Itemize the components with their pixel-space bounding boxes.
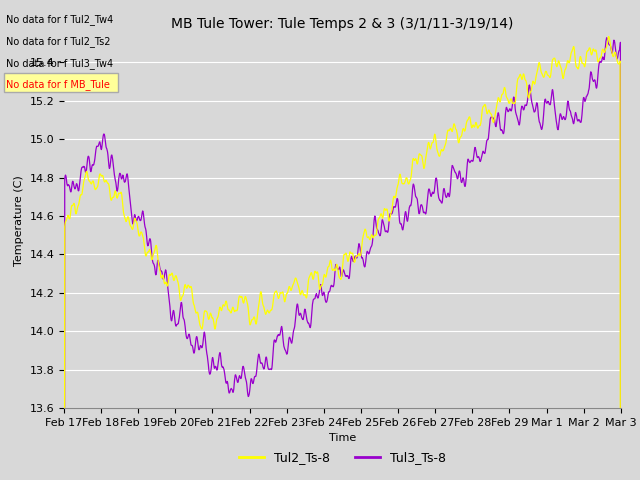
FancyBboxPatch shape — [4, 73, 118, 92]
Text: No data for f Tul2_Ts2: No data for f Tul2_Ts2 — [6, 36, 111, 47]
Text: No data for f MB_Tule: No data for f MB_Tule — [6, 79, 110, 90]
Legend: Tul2_Ts-8, Tul3_Ts-8: Tul2_Ts-8, Tul3_Ts-8 — [234, 446, 451, 469]
Title: MB Tule Tower: Tule Temps 2 & 3 (3/1/11-3/19/14): MB Tule Tower: Tule Temps 2 & 3 (3/1/11-… — [172, 17, 513, 31]
Text: No data for f Tul3_Tw4: No data for f Tul3_Tw4 — [6, 58, 113, 69]
X-axis label: Time: Time — [329, 433, 356, 443]
Y-axis label: Temperature (C): Temperature (C) — [14, 175, 24, 266]
Text: No data for f Tul2_Tw4: No data for f Tul2_Tw4 — [6, 14, 114, 25]
